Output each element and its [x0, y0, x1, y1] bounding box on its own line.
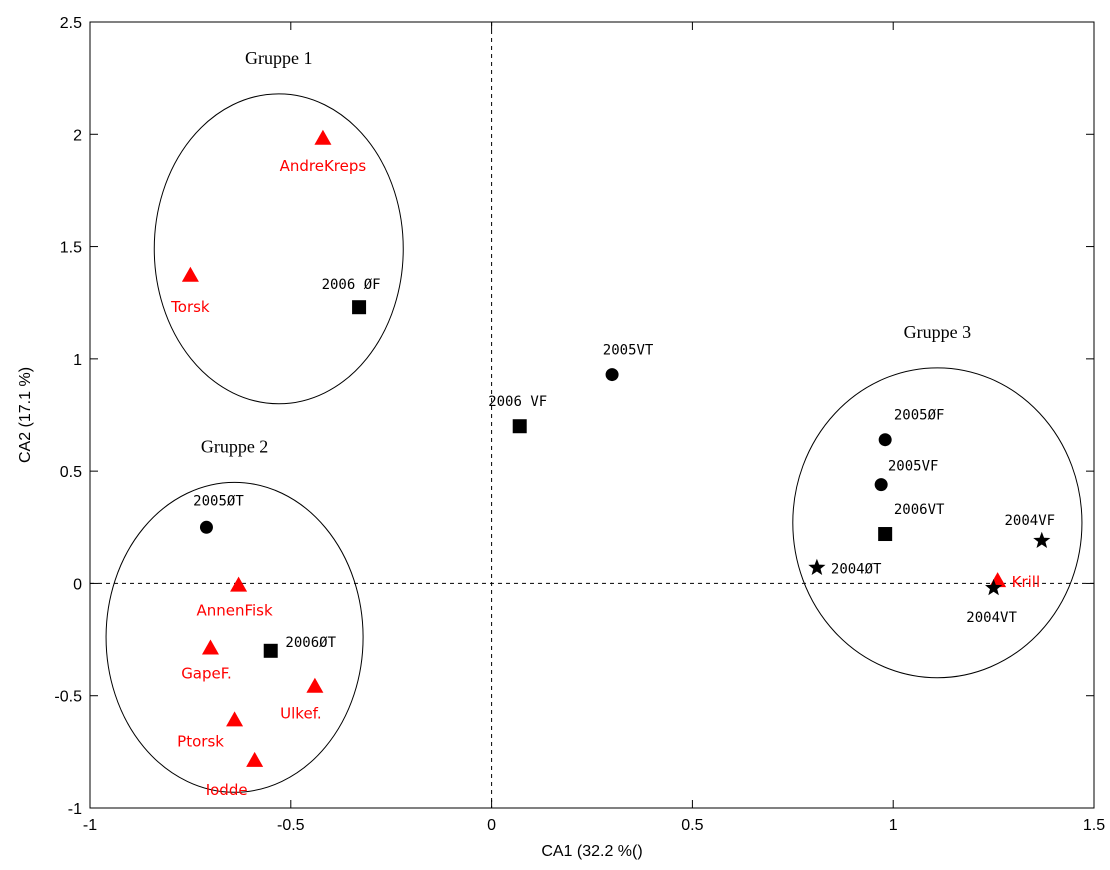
- x-tick-label: 1: [889, 817, 898, 834]
- triangle-marker: [306, 677, 324, 693]
- star-marker: [1033, 531, 1051, 549]
- y-tick-label: 1.5: [60, 240, 82, 257]
- star-marker: [808, 558, 826, 575]
- star-marker: [985, 578, 1003, 596]
- circle-marker: [878, 433, 892, 447]
- x-tick-label: 0: [487, 817, 496, 834]
- triangle-marker: [226, 711, 244, 727]
- triangle-marker: [230, 576, 248, 592]
- site-label: 2005ØF: [894, 408, 945, 424]
- species-label: Ptorsk: [177, 732, 224, 750]
- site-label: 2006VT: [894, 502, 945, 518]
- group-label: Gruppe 1: [245, 48, 312, 68]
- species-label: GapeF.: [181, 665, 232, 683]
- y-tick-label: 2.5: [60, 15, 82, 32]
- square-marker: [263, 643, 278, 658]
- species-label: AndreKreps: [280, 157, 367, 175]
- axis-ticks: -1 -0.5 0 0.5 1 1.5 -1 -0.5 0 0.5 1 1.5 2 2.5: [54, 15, 1105, 834]
- square-marker: [512, 419, 527, 434]
- group-label: Gruppe 3: [904, 322, 971, 342]
- x-tick-label: 0.5: [681, 817, 703, 834]
- circle-marker: [605, 368, 619, 382]
- triangle-marker: [314, 129, 332, 145]
- y-axis-title: CA2 (17.1 %): [17, 367, 34, 463]
- square-marker: [878, 527, 893, 542]
- triangle-marker: [246, 751, 264, 767]
- species-label: Iodde: [206, 781, 248, 799]
- point-labels: Gruppe 1 Gruppe 2 Gruppe 3 AndreKreps Torsk A…: [170, 48, 1055, 799]
- y-tick-label: 0.5: [60, 464, 82, 481]
- data-marks: [181, 129, 1051, 767]
- species-label: Ulkef.: [280, 705, 321, 723]
- y-tick-label: 1: [73, 352, 82, 369]
- x-tick-label: 1.5: [1083, 817, 1105, 834]
- group-ellipse: [105, 481, 364, 793]
- species-label: Torsk: [170, 298, 210, 316]
- site-label: 2005VF: [888, 459, 939, 475]
- species-label: Krill: [1012, 573, 1041, 591]
- y-tick-label: 2: [73, 127, 82, 144]
- y-tick-label: -0.5: [54, 689, 82, 706]
- x-axis-title: CA1 (32.2 %(): [541, 843, 642, 860]
- triangle-marker: [181, 266, 199, 282]
- site-label: 2006ØT: [285, 635, 336, 651]
- triangle-marker: [201, 639, 219, 655]
- site-label: 2004ØT: [831, 562, 882, 578]
- group-ellipse: [792, 367, 1083, 679]
- site-label: 2006 VF: [488, 394, 547, 410]
- y-tick-label: 0: [73, 576, 82, 593]
- x-tick-label: -1: [83, 817, 97, 834]
- site-label: 2005ØT: [193, 493, 244, 509]
- y-tick-label: -1: [68, 801, 82, 818]
- group-ellipses: [105, 93, 1083, 793]
- species-label: AnnenFisk: [196, 602, 273, 620]
- site-label: 2004VF: [1005, 513, 1056, 529]
- site-label: 2006 ØF: [322, 277, 381, 293]
- site-label: 2005VT: [603, 343, 654, 359]
- circle-marker: [874, 478, 888, 492]
- reference-lines: [90, 22, 1094, 808]
- group-ellipse: [153, 93, 404, 405]
- x-tick-label: -0.5: [277, 817, 305, 834]
- group-label: Gruppe 2: [201, 436, 268, 456]
- square-marker: [352, 300, 367, 315]
- site-label: 2004VT: [966, 610, 1017, 626]
- circle-marker: [199, 520, 213, 534]
